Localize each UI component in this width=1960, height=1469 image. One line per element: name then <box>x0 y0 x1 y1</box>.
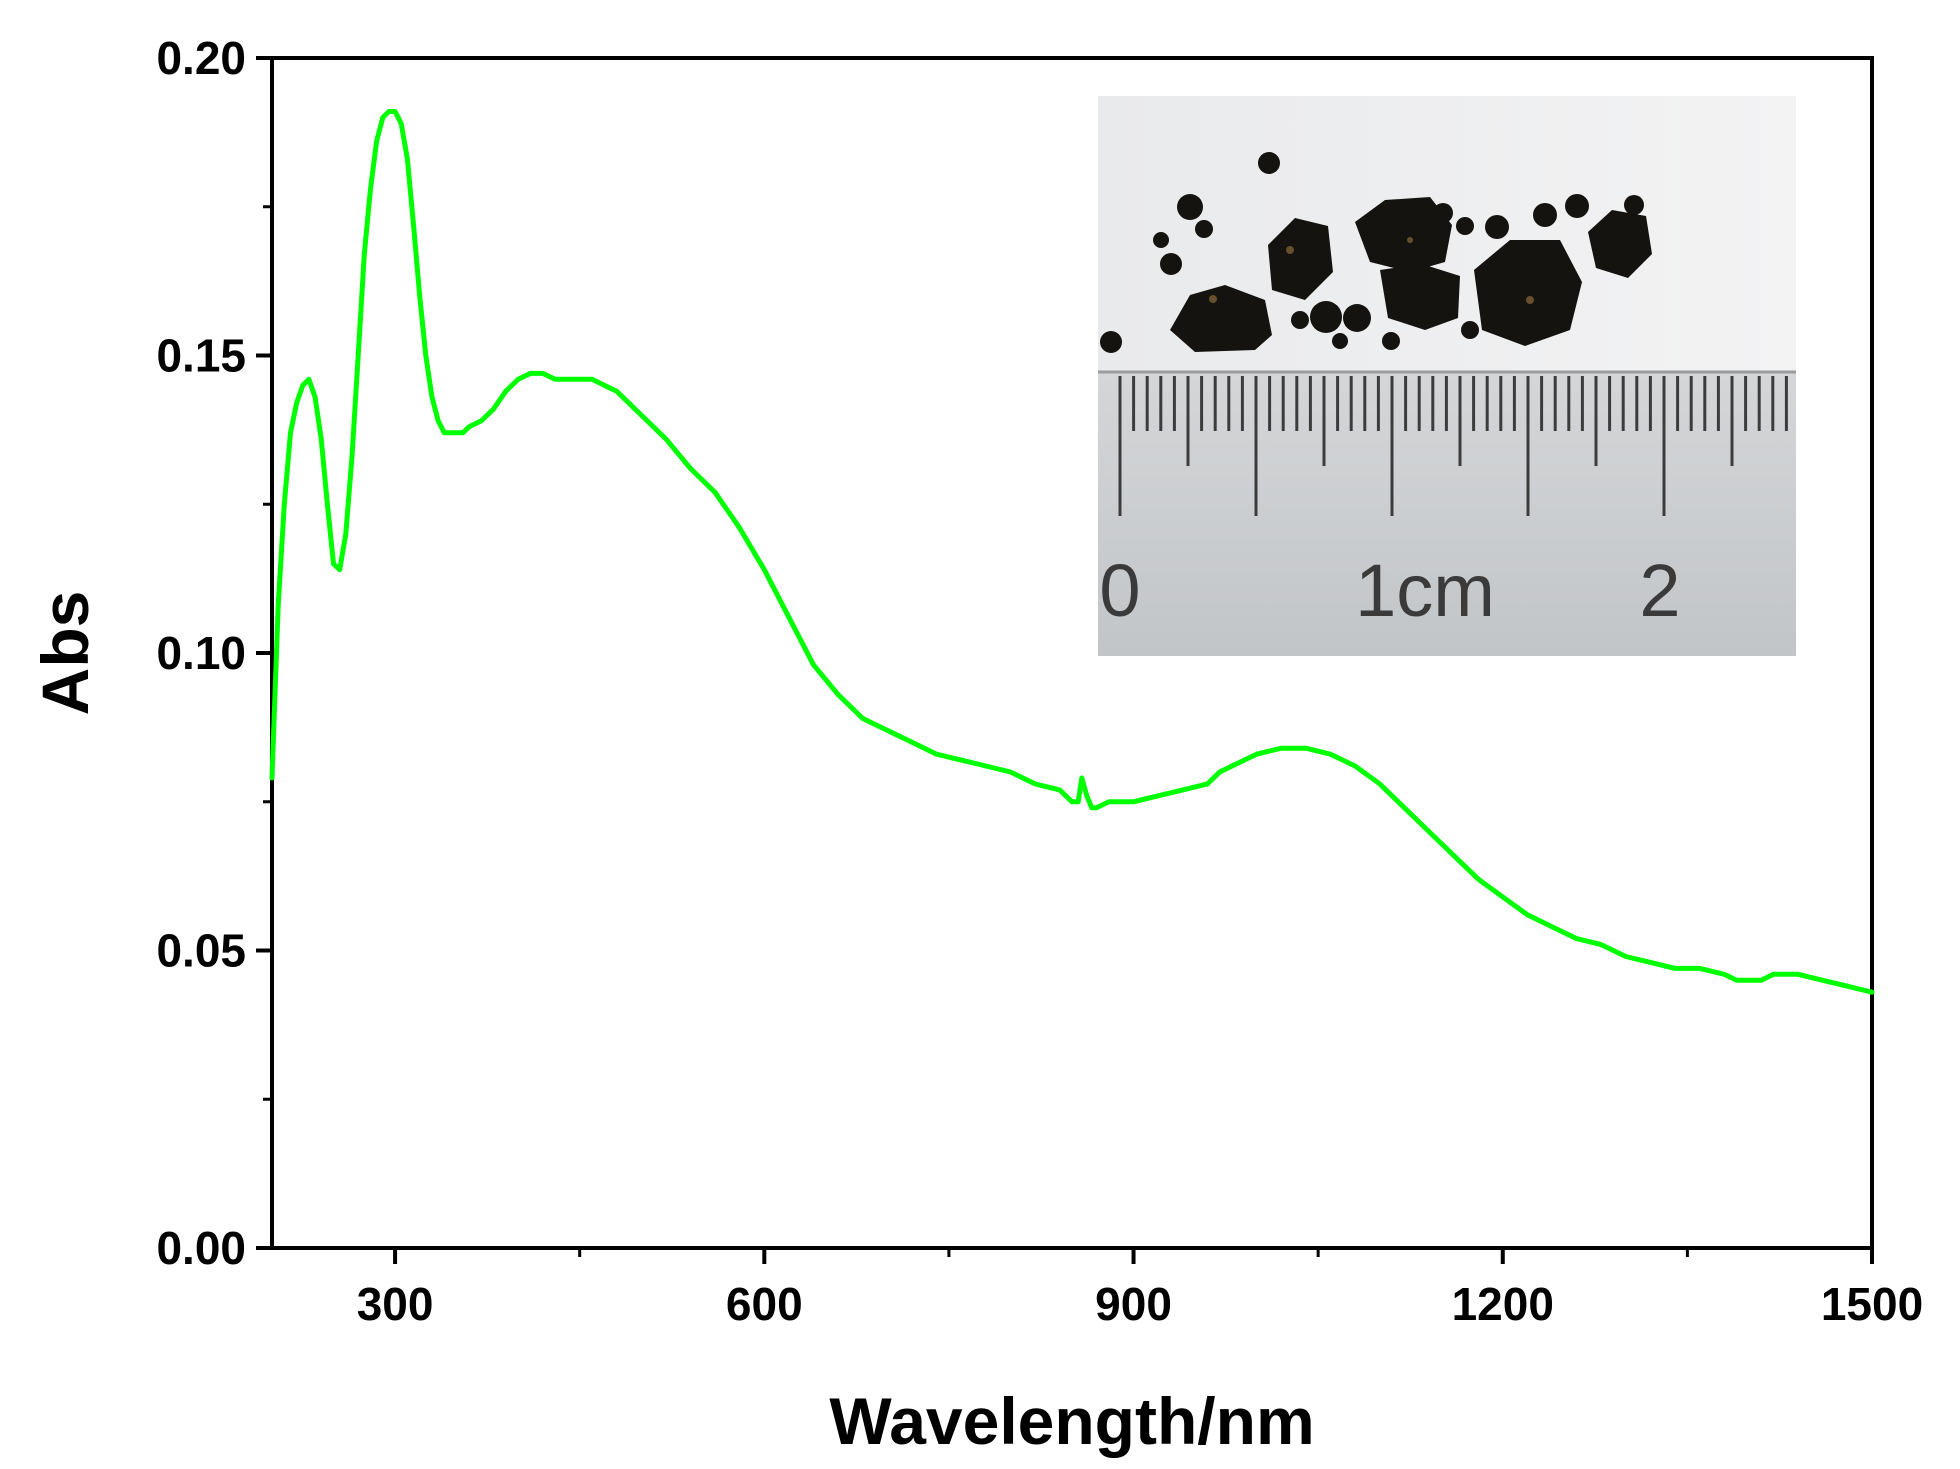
x-tick-label: 1500 <box>1821 1278 1923 1330</box>
absorbance-series-line <box>269 109 1875 995</box>
y-tick-label: 0.05 <box>156 925 246 977</box>
ruler-label-2: 2 <box>1639 549 1680 632</box>
x-axis-title: Wavelength/nm <box>829 1384 1314 1458</box>
x-tick-label: 1200 <box>1452 1278 1554 1330</box>
y-tick-label: 0.20 <box>156 32 246 84</box>
x-tick-label: 900 <box>1095 1278 1172 1330</box>
inset-photo: 0 1cm 2 <box>1098 96 1796 656</box>
y-tick-label: 0.15 <box>156 330 246 382</box>
ruler-label-1cm: 1cm <box>1355 549 1495 632</box>
x-tick-label: 600 <box>726 1278 803 1330</box>
y-tick-label: 0.10 <box>156 627 246 679</box>
crystals-image <box>1100 152 1652 353</box>
x-tick-label: 300 <box>357 1278 434 1330</box>
ruler-ticks <box>1118 376 1788 516</box>
axis-tick-labels: 300 600 900 1200 1500 0.00 0.05 0.10 0.15 0.20 <box>156 32 1923 1330</box>
axis-ticks <box>256 56 1874 1264</box>
crystal-highlights <box>1209 237 1534 304</box>
y-axis-title: Abs <box>28 591 102 716</box>
ruler-label-0: 0 <box>1099 549 1140 632</box>
y-tick-label: 0.00 <box>156 1222 246 1274</box>
